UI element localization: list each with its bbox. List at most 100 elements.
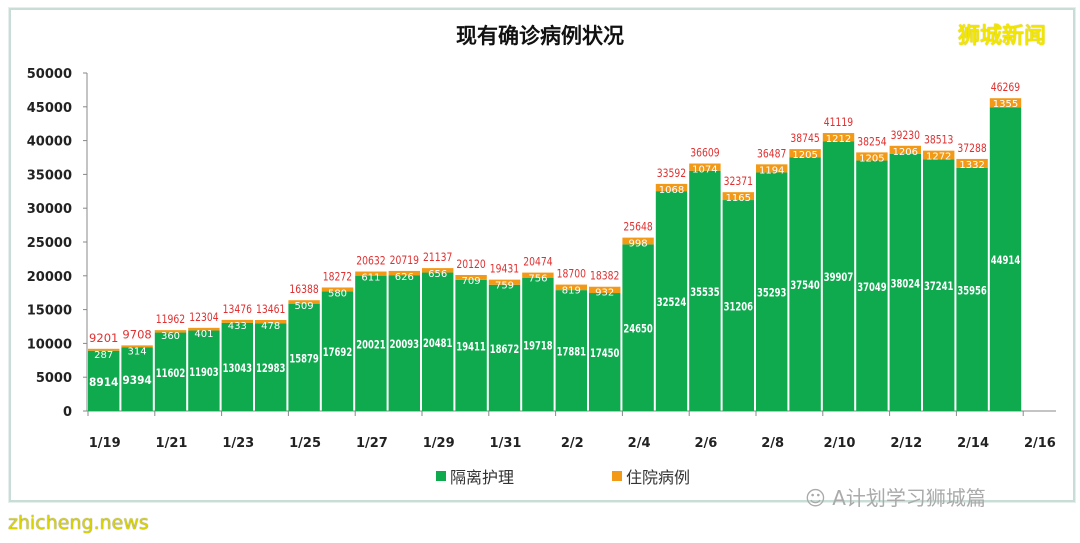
bar-isolation	[756, 172, 788, 411]
bar-isolation	[822, 141, 855, 411]
data-label-hospital: 998	[629, 239, 648, 250]
bar-hospital	[522, 272, 554, 278]
data-label-total: 9201	[89, 331, 118, 345]
data-label-hospital: 1205	[792, 150, 817, 161]
bar-hospital	[689, 163, 721, 171]
data-label-isolation: 38024	[891, 276, 920, 290]
data-label-total: 36487	[757, 146, 786, 160]
data-label-isolation: 37540	[790, 278, 819, 292]
data-label-total: 38254	[857, 134, 886, 148]
data-label-hospital: 709	[462, 276, 481, 287]
bar-isolation	[889, 153, 921, 411]
y-tick-label: 25000	[27, 236, 72, 251]
data-label-isolation: 17450	[590, 346, 619, 360]
data-label-hospital: 580	[328, 288, 347, 299]
x-tick-label: 2/16	[1024, 436, 1056, 451]
data-label-isolation: 35535	[690, 285, 719, 299]
data-label-hospital: 1194	[759, 165, 784, 176]
x-tick-label: 1/29	[423, 436, 455, 451]
data-label-hospital: 433	[228, 321, 247, 332]
y-tick-label: 30000	[27, 202, 72, 217]
bar-hospital	[255, 320, 287, 324]
data-label-hospital: 1212	[826, 134, 851, 145]
data-label-isolation: 32524	[657, 295, 686, 309]
bar-isolation	[255, 323, 287, 411]
data-label-hospital: 932	[595, 288, 614, 299]
data-label-total: 20632	[356, 254, 385, 268]
x-tick-label: 1/27	[356, 436, 388, 451]
bar-isolation	[923, 159, 955, 411]
data-label-total: 37288	[957, 141, 986, 155]
watermark: zhicheng.news	[8, 512, 149, 534]
y-tick-label: 50000	[27, 67, 72, 82]
data-label-isolation: 35293	[757, 286, 786, 300]
data-label-hospital: 287	[94, 350, 113, 361]
bar-isolation	[555, 290, 587, 411]
data-label-hospital: 1068	[659, 185, 684, 196]
data-label-total: 18272	[323, 269, 352, 283]
x-tick-label: 1/31	[490, 436, 522, 451]
bar-isolation	[221, 322, 253, 411]
data-label-hospital: 1074	[692, 165, 717, 176]
data-label-hospital: 1165	[726, 193, 751, 204]
data-label-hospital: 611	[361, 273, 380, 284]
bar-hospital	[388, 270, 420, 276]
bar-hospital	[589, 286, 621, 294]
bar-hospital	[622, 237, 654, 245]
data-label-isolation: 13043	[223, 361, 252, 375]
bar-hospital	[121, 345, 153, 348]
data-label-total: 11962	[156, 312, 185, 326]
data-label-total: 16388	[289, 282, 318, 296]
data-label-isolation: 17692	[323, 345, 352, 359]
data-label-isolation: 37241	[924, 279, 953, 293]
y-tick-label: 0	[63, 405, 72, 420]
data-label-hospital: 478	[261, 321, 280, 332]
data-label-isolation: 39907	[824, 270, 853, 284]
data-label-isolation: 19718	[523, 338, 552, 352]
wechat-icon: ☺	[805, 486, 833, 510]
data-label-hospital: 1332	[959, 160, 984, 171]
data-label-hospital: 756	[528, 274, 547, 285]
bar-hospital	[856, 152, 888, 161]
data-label-isolation: 12983	[256, 361, 285, 375]
bar-isolation	[388, 275, 420, 411]
brand-logo: 狮城新闻	[958, 24, 1047, 49]
x-tick-label: 2/10	[824, 436, 856, 451]
data-label-isolation: 11602	[156, 366, 185, 380]
data-label-total: 13476	[223, 302, 252, 316]
x-tick-label: 1/19	[89, 436, 121, 451]
legend-label: 隔离护理	[450, 468, 515, 487]
x-tick-label: 2/8	[761, 436, 784, 451]
data-label-isolation: 31206	[724, 300, 753, 314]
bar-isolation	[355, 275, 387, 411]
x-tick-label: 2/2	[561, 436, 584, 451]
bar-isolation	[188, 330, 220, 411]
bar-hospital	[956, 158, 988, 168]
data-label-isolation: 19411	[456, 339, 485, 353]
data-label-total: 39230	[891, 128, 920, 142]
data-label-total: 18700	[557, 267, 586, 281]
legend-label: 住院病例	[626, 468, 691, 487]
data-label-isolation: 8914	[89, 375, 118, 389]
chart-title: 现有确诊病例状况	[456, 24, 624, 48]
data-label-isolation: 9394	[122, 373, 151, 387]
data-label-isolation: 24650	[623, 322, 652, 336]
data-label-isolation: 37049	[857, 280, 886, 294]
data-label-isolation: 17881	[557, 345, 586, 359]
data-label-hospital: 401	[194, 329, 213, 340]
bar-hospital	[989, 98, 1022, 108]
y-tick-label: 10000	[27, 337, 72, 352]
bar-hospital	[288, 300, 320, 304]
bar-hospital	[422, 268, 454, 273]
data-label-total: 36609	[690, 146, 719, 160]
bar-isolation	[522, 277, 554, 411]
x-tick-label: 2/12	[890, 436, 922, 451]
data-label-total: 33592	[657, 166, 686, 180]
bar-isolation	[455, 279, 487, 411]
data-label-hospital: 656	[428, 269, 447, 280]
bar-hospital	[756, 164, 788, 173]
wechat-source: ☺ A计划学习狮城篇	[805, 482, 986, 511]
data-label-total: 19431	[490, 262, 519, 276]
data-label-hospital: 1205	[859, 153, 884, 164]
